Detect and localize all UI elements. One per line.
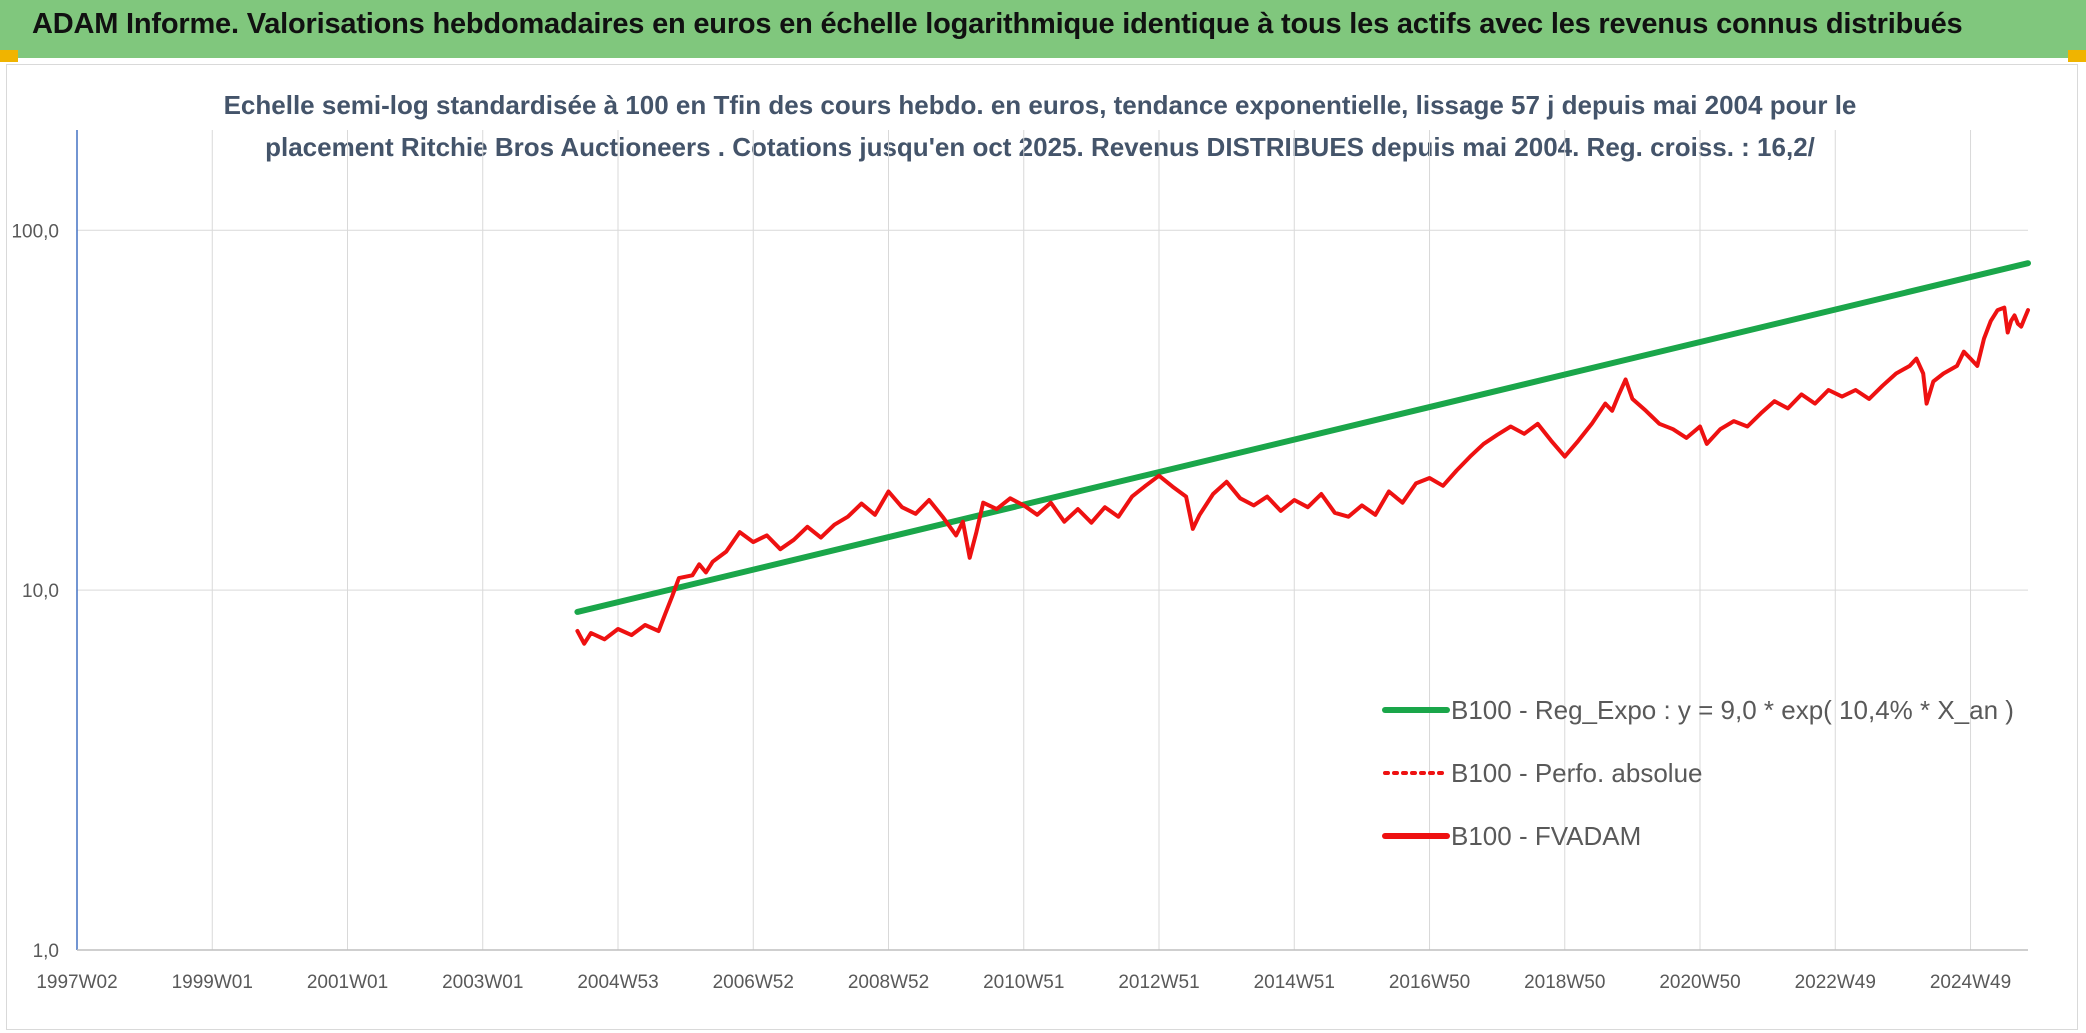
x-tick-label: 1997W02 (36, 972, 117, 993)
y-tick-label: 10,0 (22, 581, 59, 602)
x-tick-label: 2014W51 (1254, 972, 1335, 993)
regression-trend-line (574, 260, 2031, 615)
x-tick-label: 2018W50 (1524, 972, 1605, 993)
x-tick-label: 2006W52 (713, 972, 794, 993)
legend-label: B100 - Perfo. absolue (1451, 758, 1703, 788)
y-tick-label: 1,0 (33, 941, 59, 962)
fvadam-series-line (575, 305, 2030, 646)
x-tick-label: 1999W01 (172, 972, 253, 993)
chart-subtitle-line1: Echelle semi-log standardisée à 100 en T… (223, 90, 1857, 120)
corner-marker (0, 50, 18, 62)
x-tick-label: 2001W01 (307, 972, 388, 993)
x-tick-label: 2024W49 (1930, 972, 2011, 993)
report-title: ADAM Informe. Valorisations hebdomadaire… (32, 8, 1963, 40)
x-tick-label: 2008W52 (848, 972, 929, 993)
x-tick-label: 2020W50 (1659, 972, 1740, 993)
x-tick-label: 2004W53 (577, 972, 658, 993)
corner-marker (2068, 50, 2086, 62)
legend-label: B100 - FVADAM (1451, 821, 1641, 851)
x-tick-label: 2003W01 (442, 972, 523, 993)
report-header-banner: ADAM Informe. Valorisations hebdomadaire… (0, 0, 2086, 58)
y-tick-label: 100,0 (11, 221, 59, 242)
legend-label: B100 - Reg_Expo : y = 9,0 * exp( 10,4% *… (1451, 695, 2014, 725)
chart-area (6, 64, 2078, 1030)
x-tick-label: 2016W50 (1389, 972, 1470, 993)
chart-subtitle-line2: placement Ritchie Bros Auctioneers . Cot… (265, 132, 1815, 162)
x-tick-label: 2010W51 (983, 972, 1064, 993)
x-tick-label: 2022W49 (1795, 972, 1876, 993)
x-tick-label: 2012W51 (1118, 972, 1199, 993)
